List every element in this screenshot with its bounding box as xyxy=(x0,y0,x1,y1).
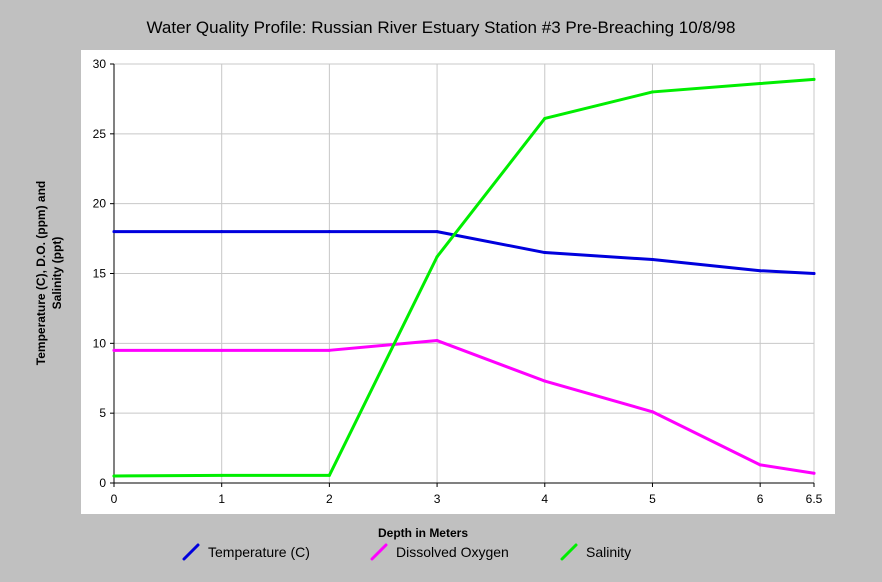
data-point-temperature-c xyxy=(650,258,654,262)
x-tick-label: 6.5 xyxy=(806,492,823,506)
chart-title: Water Quality Profile: Russian River Est… xyxy=(146,18,736,37)
data-point-temperature-c xyxy=(758,269,762,273)
y-tick-label: 15 xyxy=(93,267,107,281)
y-tick-label: 25 xyxy=(93,127,107,141)
data-point-dissolved-oxygen xyxy=(327,348,331,352)
data-point-temperature-c xyxy=(435,230,439,234)
x-tick-label: 0 xyxy=(111,492,118,506)
data-point-dissolved-oxygen xyxy=(435,339,439,343)
legend-swatch-dissolved-oxygen xyxy=(370,543,388,561)
data-point-temperature-c xyxy=(220,230,224,234)
data-point-temperature-c xyxy=(812,272,816,275)
x-tick-label: 4 xyxy=(541,492,548,506)
data-point-salinity xyxy=(758,82,762,86)
x-tick-label: 2 xyxy=(326,492,333,506)
data-point-temperature-c xyxy=(543,251,547,255)
data-point-salinity xyxy=(220,473,224,477)
data-point-temperature-c xyxy=(112,230,116,234)
legend-label-salinity: Salinity xyxy=(586,544,631,560)
y-tick-label: 20 xyxy=(93,197,107,211)
plot-area xyxy=(81,50,835,514)
y-axis-title-line-1: Temperature (C), D.O. (ppm) and xyxy=(34,181,48,365)
y-tick-label: 5 xyxy=(99,406,106,420)
series-line-dissolved-oxygen xyxy=(112,339,816,475)
y-tick-label: 0 xyxy=(99,476,106,490)
data-point-dissolved-oxygen xyxy=(758,463,762,467)
data-point-dissolved-oxygen xyxy=(220,348,224,352)
data-point-dissolved-oxygen xyxy=(812,471,816,475)
y-axis-title: Temperature (C), D.O. (ppm) and Salinity… xyxy=(34,181,64,365)
data-point-salinity xyxy=(650,90,654,94)
legend-label-temperature-c: Temperature (C) xyxy=(208,544,310,560)
legend-swatch-temperature-c xyxy=(182,543,200,561)
y-tick-label: 30 xyxy=(93,57,107,71)
data-point-salinity xyxy=(435,255,439,259)
series-line-salinity xyxy=(112,77,816,478)
x-tick-label: 1 xyxy=(218,492,225,506)
axis-ticks: 0 1 2 3 4 5 6 6.5 0 5 10 15 20 25 30 xyxy=(93,57,823,506)
data-point-dissolved-oxygen xyxy=(112,348,116,352)
series-lines xyxy=(112,77,816,478)
y-axis-title-line-2: Salinity (ppt) xyxy=(50,237,64,310)
x-tick-label: 6 xyxy=(757,492,764,506)
x-axis-title: Depth in Meters xyxy=(378,526,468,540)
legend-swatch-salinity xyxy=(560,543,578,561)
data-point-salinity xyxy=(327,473,331,477)
data-point-salinity xyxy=(812,77,816,81)
data-point-dissolved-oxygen xyxy=(650,410,654,414)
data-point-salinity xyxy=(112,474,116,478)
data-point-salinity xyxy=(543,116,547,120)
data-point-dissolved-oxygen xyxy=(543,379,547,383)
series-line-temperature-c xyxy=(112,230,816,275)
y-tick-label: 10 xyxy=(93,336,107,350)
x-tick-label: 5 xyxy=(649,492,656,506)
legend: Temperature (C) Dissolved Oxygen Salinity xyxy=(182,543,631,561)
x-tick-label: 3 xyxy=(434,492,441,506)
data-point-temperature-c xyxy=(327,230,331,234)
legend-label-dissolved-oxygen: Dissolved Oxygen xyxy=(396,544,509,560)
